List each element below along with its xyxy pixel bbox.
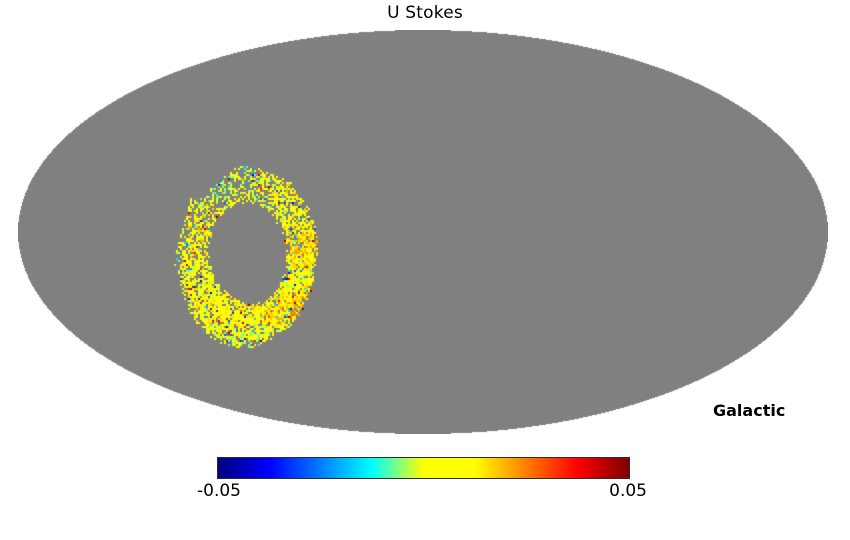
sky-map-projection — [18, 30, 828, 434]
colorbar-min-label: -0.05 — [197, 481, 241, 501]
sky-map-heatmap — [18, 30, 828, 434]
page-title: U Stokes — [387, 3, 463, 23]
colorbar: -0.05 0.05 — [197, 457, 647, 505]
colorbar-canvas — [218, 458, 629, 478]
colorbar-gradient — [217, 457, 630, 479]
coordinate-system-label: Galactic — [713, 401, 786, 420]
colorbar-max-label: 0.05 — [609, 481, 647, 501]
